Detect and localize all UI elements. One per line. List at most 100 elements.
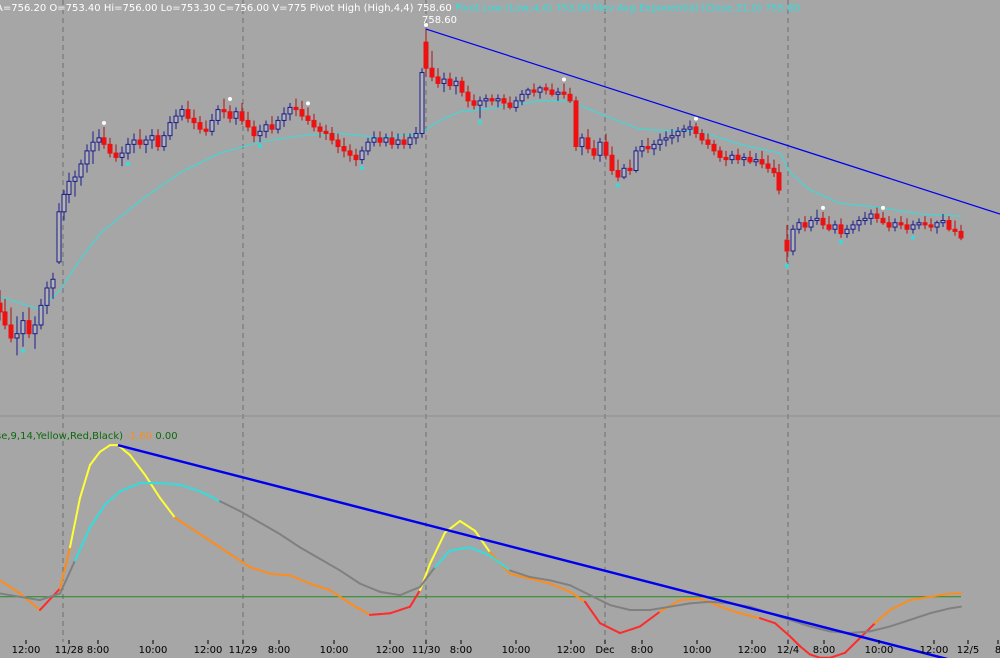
oscillator-segment [379, 590, 401, 597]
oscillator-segment [89, 503, 106, 529]
candle [78, 159, 84, 186]
candle [549, 83, 555, 97]
candle-body [802, 222, 808, 228]
oscillator-segment [209, 539, 231, 555]
oscillator-segment [889, 599, 911, 611]
candle-body [8, 324, 14, 339]
price-trendline[interactable] [425, 28, 1000, 215]
candle-body [814, 217, 820, 222]
oscillator-segment [289, 574, 311, 585]
oscillator-segment [889, 618, 911, 628]
candle-body [107, 143, 113, 154]
candle-body [365, 141, 371, 152]
x-tick-label: 12:00 [12, 645, 41, 656]
header-item: Pivot High (High,4,4) [307, 3, 414, 14]
candle [501, 94, 507, 110]
candle-body [904, 224, 910, 230]
candle [185, 100, 191, 123]
x-tick-label: 11/28 [55, 645, 84, 656]
candle-body [311, 119, 317, 128]
candle [681, 124, 687, 138]
candle-body [874, 213, 880, 219]
candle [149, 129, 155, 149]
candle-body [173, 115, 179, 124]
candle-body [125, 143, 131, 154]
candle [753, 153, 759, 167]
x-tick-label: 12:00 [557, 645, 586, 656]
x-tick-label: 12:00 [194, 645, 223, 656]
candle-body [886, 222, 892, 228]
candle [838, 218, 844, 238]
candle [131, 133, 137, 154]
candle-body [790, 228, 796, 252]
price-panel[interactable]: 758.60 [0, 15, 1000, 356]
oscillator-segment [329, 589, 351, 605]
candle [227, 105, 233, 123]
header-item: Mov Avg Exponential (Close,21,0) [590, 3, 762, 14]
candle [868, 209, 874, 225]
candle [61, 190, 67, 221]
oscillator-segment [609, 604, 631, 611]
oscillator-segment [59, 546, 71, 590]
candle-body [209, 119, 215, 132]
candle-body [723, 156, 729, 161]
oscillator-segment [474, 529, 491, 554]
oscillator-segment [369, 612, 391, 616]
candle-body [203, 128, 209, 132]
oscillator-segment [909, 595, 931, 602]
candle [317, 122, 323, 138]
candle-body [717, 150, 723, 158]
oscillator-segment [39, 587, 61, 611]
candle-body [299, 109, 305, 117]
oscillator-segment [829, 651, 846, 658]
oscillator-segment [509, 569, 531, 579]
pivot-high-dot [562, 77, 566, 82]
candle-body [119, 152, 125, 158]
candle-body [832, 224, 838, 230]
candle-body [441, 78, 447, 84]
candle [519, 89, 525, 106]
candle [257, 124, 263, 143]
candle-body [0, 302, 3, 313]
candle [928, 218, 934, 232]
candle-body [453, 80, 459, 87]
candle-body [185, 109, 191, 119]
oscillator-segment [489, 554, 511, 572]
oscillator-segment [789, 618, 811, 628]
pivot-low-dot [839, 239, 843, 244]
oscillator-segment [809, 625, 831, 633]
candle [293, 98, 299, 117]
candle-body [651, 143, 657, 150]
candle [8, 307, 14, 343]
oscillator-segment [619, 625, 641, 635]
oscillator-segment [309, 582, 331, 592]
candle [395, 133, 401, 149]
pivot-high-dot [424, 23, 428, 28]
oscillator-trendline[interactable] [117, 443, 1000, 658]
candle [555, 87, 561, 101]
candle-body [197, 122, 203, 130]
candle-body [573, 100, 579, 148]
oscillator-panel[interactable] [0, 443, 1000, 658]
candle-body [753, 159, 759, 163]
candle-body [323, 130, 329, 134]
oscillator-segment [39, 592, 61, 602]
oscillator-segment [129, 454, 146, 476]
candle-body [946, 220, 952, 230]
candle [221, 98, 227, 119]
candle [167, 116, 173, 141]
candle-body [263, 124, 269, 132]
candle [771, 159, 777, 178]
candle [880, 211, 886, 225]
candle-body [191, 117, 197, 124]
candle-body [796, 222, 802, 230]
candle [699, 129, 705, 145]
time-axis: 12:00 11/28 8:00 10:00 12:00 11/29 8:00 10:00 12… [12, 640, 1000, 656]
candle-body [543, 87, 549, 91]
header-item: V=775 [269, 3, 307, 14]
candle [898, 216, 904, 230]
candle-body [567, 93, 573, 102]
oscillator-segment [599, 622, 621, 635]
oscillator-segment [799, 645, 811, 656]
